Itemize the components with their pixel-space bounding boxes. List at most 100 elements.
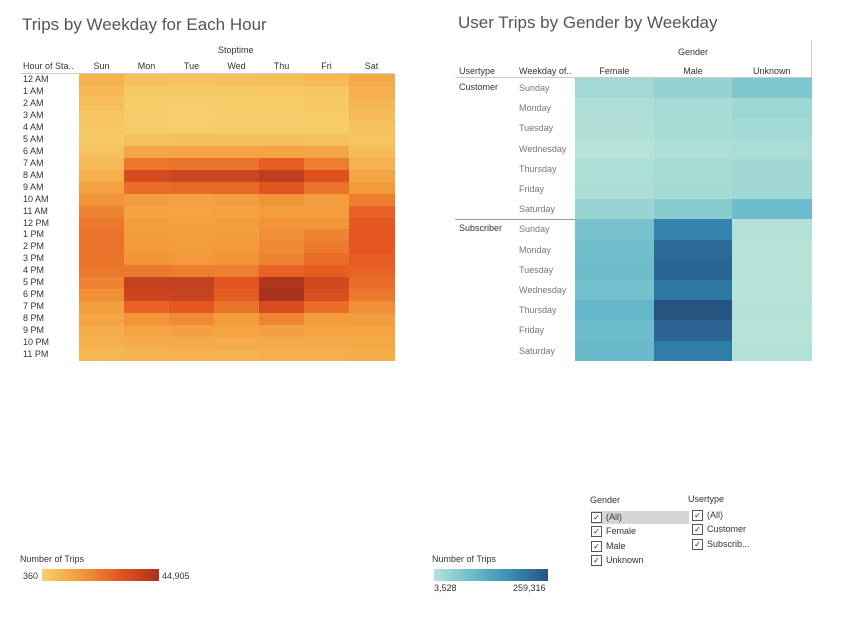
heatmap-cell[interactable] — [214, 337, 260, 350]
heatmap-cell[interactable] — [259, 337, 305, 350]
heatmap-cell[interactable] — [304, 157, 350, 171]
heatmap-cell[interactable] — [575, 300, 655, 321]
heatmap-cell[interactable] — [214, 229, 260, 242]
heatmap-cell[interactable] — [304, 145, 350, 159]
heatmap-cell[interactable] — [349, 97, 395, 111]
heatmap-cell[interactable] — [304, 277, 350, 290]
checkbox-icon[interactable]: ✓ — [692, 510, 703, 522]
checkbox-icon[interactable]: ✓ — [591, 512, 602, 524]
heatmap-cell[interactable] — [732, 340, 812, 362]
heatmap-cell[interactable] — [732, 219, 812, 241]
heatmap-cell[interactable] — [653, 219, 733, 241]
heatmap-cell[interactable] — [304, 133, 350, 147]
heatmap-cell[interactable] — [259, 157, 305, 171]
heatmap-cell[interactable] — [349, 193, 395, 207]
heatmap-cell[interactable] — [124, 301, 170, 314]
heatmap-cell[interactable] — [732, 280, 812, 301]
heatmap-cell[interactable] — [124, 97, 170, 111]
heatmap-cell[interactable] — [124, 121, 170, 135]
heatmap-cell[interactable] — [575, 118, 655, 140]
heatmap-cell[interactable] — [169, 289, 215, 302]
left-heatmap[interactable] — [79, 74, 395, 362]
heatmap-cell[interactable] — [349, 85, 395, 99]
heatmap-cell[interactable] — [259, 289, 305, 302]
heatmap-cell[interactable] — [124, 265, 170, 278]
heatmap-cell[interactable] — [79, 74, 125, 87]
heatmap-cell[interactable] — [304, 349, 350, 362]
heatmap-cell[interactable] — [79, 205, 125, 218]
heatmap-cell[interactable] — [349, 313, 395, 326]
heatmap-cell[interactable] — [653, 78, 733, 99]
heatmap-cell[interactable] — [575, 259, 655, 281]
checkbox-icon[interactable]: ✓ — [692, 538, 703, 550]
checkbox-icon[interactable]: ✓ — [591, 555, 602, 567]
heatmap-cell[interactable] — [169, 181, 215, 195]
heatmap-cell[interactable] — [124, 349, 170, 362]
heatmap-cell[interactable] — [79, 169, 125, 183]
heatmap-cell[interactable] — [349, 205, 395, 218]
heatmap-cell[interactable] — [349, 253, 395, 266]
heatmap-cell[interactable] — [214, 85, 260, 99]
heatmap-cell[interactable] — [214, 97, 260, 111]
heatmap-cell[interactable] — [214, 205, 260, 218]
heatmap-cell[interactable] — [304, 265, 350, 278]
heatmap-cell[interactable] — [304, 169, 350, 183]
heatmap-cell[interactable] — [304, 193, 350, 207]
heatmap-cell[interactable] — [732, 78, 812, 99]
checkbox-icon[interactable]: ✓ — [591, 526, 602, 538]
heatmap-cell[interactable] — [214, 301, 260, 314]
heatmap-cell[interactable] — [259, 145, 305, 159]
heatmap-cell[interactable] — [214, 289, 260, 302]
heatmap-cell[interactable] — [169, 349, 215, 362]
heatmap-cell[interactable] — [304, 85, 350, 99]
heatmap-cell[interactable] — [259, 97, 305, 111]
heatmap-cell[interactable] — [169, 265, 215, 278]
heatmap-cell[interactable] — [124, 313, 170, 326]
heatmap-cell[interactable] — [124, 337, 170, 350]
heatmap-cell[interactable] — [124, 193, 170, 207]
heatmap-cell[interactable] — [732, 320, 812, 342]
heatmap-cell[interactable] — [124, 133, 170, 147]
heatmap-cell[interactable] — [732, 158, 812, 180]
heatmap-cell[interactable] — [259, 277, 305, 290]
heatmap-cell[interactable] — [259, 313, 305, 326]
heatmap-cell[interactable] — [349, 157, 395, 171]
heatmap-cell[interactable] — [259, 193, 305, 207]
heatmap-cell[interactable] — [214, 349, 260, 362]
heatmap-cell[interactable] — [169, 121, 215, 135]
heatmap-cell[interactable] — [124, 169, 170, 183]
heatmap-cell[interactable] — [304, 121, 350, 135]
heatmap-cell[interactable] — [169, 133, 215, 147]
heatmap-cell[interactable] — [169, 169, 215, 183]
heatmap-cell[interactable] — [79, 325, 125, 338]
heatmap-cell[interactable] — [124, 157, 170, 171]
heatmap-cell[interactable] — [79, 241, 125, 254]
heatmap-cell[interactable] — [214, 313, 260, 326]
heatmap-cell[interactable] — [214, 325, 260, 338]
heatmap-cell[interactable] — [169, 97, 215, 111]
heatmap-cell[interactable] — [653, 340, 733, 362]
checkbox-icon[interactable]: ✓ — [591, 540, 602, 552]
heatmap-cell[interactable] — [653, 98, 733, 119]
heatmap-cell[interactable] — [349, 133, 395, 147]
heatmap-cell[interactable] — [732, 300, 812, 321]
heatmap-cell[interactable] — [214, 109, 260, 123]
heatmap-cell[interactable] — [259, 133, 305, 147]
heatmap-cell[interactable] — [259, 205, 305, 218]
heatmap-cell[interactable] — [169, 241, 215, 254]
heatmap-cell[interactable] — [349, 181, 395, 195]
heatmap-cell[interactable] — [653, 320, 733, 342]
heatmap-cell[interactable] — [304, 289, 350, 302]
heatmap-cell[interactable] — [304, 97, 350, 111]
heatmap-cell[interactable] — [575, 98, 655, 119]
heatmap-cell[interactable] — [124, 85, 170, 99]
heatmap-cell[interactable] — [169, 145, 215, 159]
heatmap-cell[interactable] — [214, 277, 260, 290]
heatmap-cell[interactable] — [304, 229, 350, 242]
heatmap-cell[interactable] — [349, 349, 395, 362]
heatmap-cell[interactable] — [79, 301, 125, 314]
heatmap-cell[interactable] — [169, 85, 215, 99]
heatmap-cell[interactable] — [575, 179, 655, 200]
heatmap-cell[interactable] — [304, 253, 350, 266]
heatmap-cell[interactable] — [214, 253, 260, 266]
